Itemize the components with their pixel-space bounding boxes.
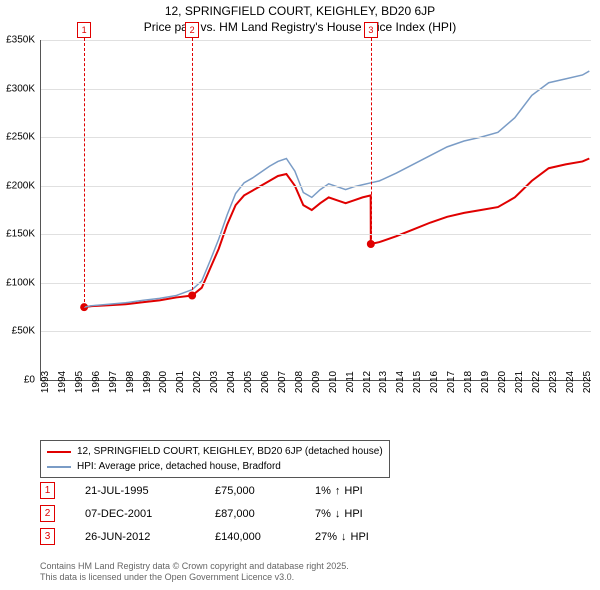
x-tick-label: 1995: [74, 371, 85, 393]
x-tick-label: 2017: [446, 371, 457, 393]
title-line-1: 12, SPRINGFIELD COURT, KEIGHLEY, BD20 6J…: [0, 4, 600, 20]
x-tick-label: 2016: [429, 371, 440, 393]
gridline: [41, 283, 591, 284]
gridline: [41, 234, 591, 235]
transaction-delta: 27% ↓ HPI: [315, 531, 369, 543]
transaction-row: 2 07-DEC-2001£87,0007% ↓ HPI: [40, 505, 369, 522]
plot: 123: [40, 40, 591, 381]
y-tick-label: £150K: [6, 229, 35, 240]
x-tick-label: 2005: [243, 371, 254, 393]
footer-line-2: This data is licensed under the Open Gov…: [40, 572, 349, 584]
event-marker-box: 3: [364, 22, 378, 38]
transaction-date: 21-JUL-1995: [85, 485, 215, 497]
x-tick-label: 2000: [158, 371, 169, 393]
event-marker-line: [84, 38, 85, 307]
x-tick-label: 1998: [125, 371, 136, 393]
legend: 12, SPRINGFIELD COURT, KEIGHLEY, BD20 6J…: [40, 440, 390, 478]
transaction-row: 1 21-JUL-1995£75,0001% ↑ HPI: [40, 482, 369, 499]
y-tick-label: £350K: [6, 35, 35, 46]
y-tick-label: £250K: [6, 132, 35, 143]
legend-row: HPI: Average price, detached house, Brad…: [47, 459, 383, 474]
event-marker-line: [371, 38, 372, 244]
transaction-row: 3 26-JUN-2012£140,00027% ↓ HPI: [40, 528, 369, 545]
x-tick-label: 2015: [412, 371, 423, 393]
x-tick-label: 2023: [548, 371, 559, 393]
legend-label: HPI: Average price, detached house, Brad…: [77, 459, 281, 474]
legend-swatch: [47, 466, 71, 468]
x-tick-label: 2019: [480, 371, 491, 393]
x-tick-label: 2012: [362, 371, 373, 393]
event-marker-line: [192, 38, 193, 295]
transaction-delta: 7% ↓ HPI: [315, 508, 363, 520]
series-line: [84, 71, 589, 307]
chart-area: 123 £0£50K£100K£150K£200K£250K£300K£350K…: [40, 40, 590, 408]
x-tick-label: 1993: [40, 371, 51, 393]
x-tick-label: 2025: [582, 371, 593, 393]
gridline: [41, 40, 591, 41]
transaction-date: 26-JUN-2012: [85, 531, 215, 543]
x-tick-label: 2022: [531, 371, 542, 393]
x-tick-label: 2004: [226, 371, 237, 393]
x-tick-label: 2006: [260, 371, 271, 393]
y-tick-label: £300K: [6, 83, 35, 94]
legend-row: 12, SPRINGFIELD COURT, KEIGHLEY, BD20 6J…: [47, 444, 383, 459]
gridline: [41, 89, 591, 90]
x-tick-label: 2002: [192, 371, 203, 393]
x-tick-label: 2020: [497, 371, 508, 393]
y-tick-label: £50K: [12, 326, 35, 337]
transaction-price: £140,000: [215, 531, 315, 543]
transaction-marker: 1: [40, 482, 55, 499]
chart-container: { "title_line1": "12, SPRINGFIELD COURT,…: [0, 0, 600, 590]
gridline: [41, 331, 591, 332]
chart-svg: [41, 40, 591, 380]
transactions-table: 1 21-JUL-1995£75,0001% ↑ HPI 2 07-DEC-2001£…: [40, 482, 369, 551]
x-tick-label: 1996: [91, 371, 102, 393]
y-tick-label: £100K: [6, 277, 35, 288]
x-tick-label: 2009: [311, 371, 322, 393]
x-tick-label: 1994: [57, 371, 68, 393]
event-marker-box: 2: [185, 22, 199, 38]
x-tick-label: 2003: [209, 371, 220, 393]
x-tick-label: 2018: [463, 371, 474, 393]
x-tick-label: 2001: [175, 371, 186, 393]
footer-line-1: Contains HM Land Registry data © Crown c…: [40, 561, 349, 573]
legend-swatch: [47, 451, 71, 453]
gridline: [41, 186, 591, 187]
x-tick-label: 2008: [294, 371, 305, 393]
x-tick-label: 2011: [345, 371, 356, 393]
transaction-marker: 2: [40, 505, 55, 522]
y-tick-label: £200K: [6, 180, 35, 191]
series-line: [84, 159, 589, 308]
x-tick-label: 2007: [277, 371, 288, 393]
gridline: [41, 137, 591, 138]
y-tick-label: £0: [24, 375, 35, 386]
x-tick-label: 2010: [328, 371, 339, 393]
transaction-date: 07-DEC-2001: [85, 508, 215, 520]
x-tick-label: 2021: [514, 371, 525, 393]
x-tick-label: 2014: [395, 371, 406, 393]
legend-label: 12, SPRINGFIELD COURT, KEIGHLEY, BD20 6J…: [77, 444, 383, 459]
transaction-price: £87,000: [215, 508, 315, 520]
footer: Contains HM Land Registry data © Crown c…: [40, 561, 349, 584]
x-tick-label: 1999: [142, 371, 153, 393]
transaction-marker: 3: [40, 528, 55, 545]
transaction-delta: 1% ↑ HPI: [315, 485, 363, 497]
transaction-price: £75,000: [215, 485, 315, 497]
x-tick-label: 1997: [108, 371, 119, 393]
x-tick-label: 2024: [565, 371, 576, 393]
event-marker-box: 1: [77, 22, 91, 38]
x-tick-label: 2013: [378, 371, 389, 393]
